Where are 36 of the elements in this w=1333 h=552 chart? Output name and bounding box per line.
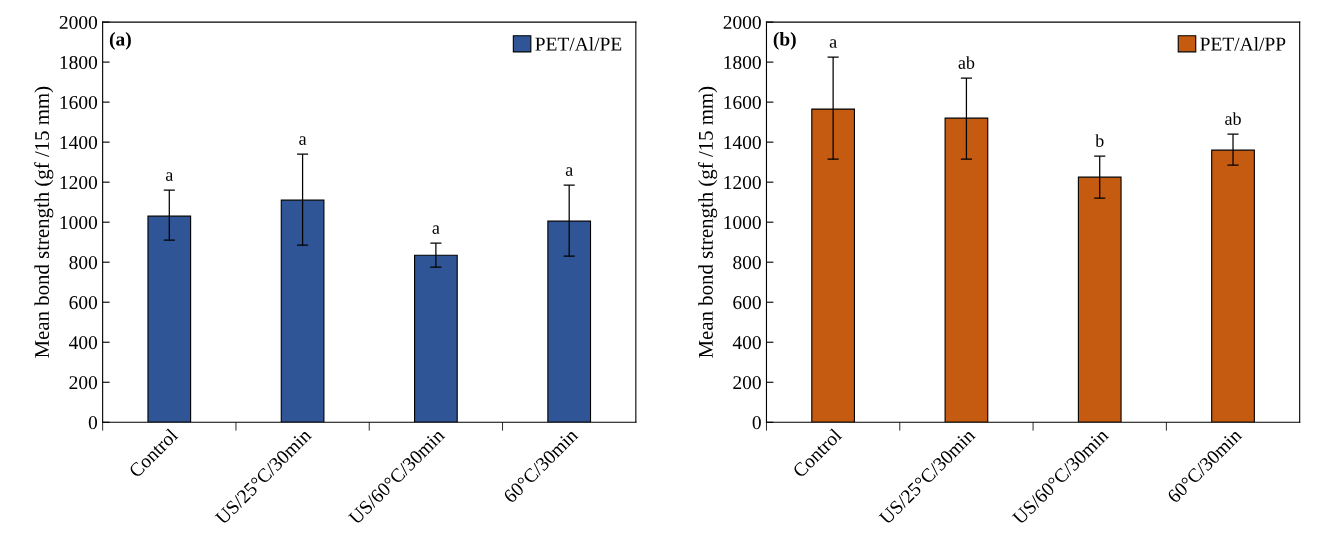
annotation: b (1095, 134, 1104, 147)
y-axis-title: Mean bond strength (gf /15 mm) (698, 86, 718, 358)
annotation: a (432, 225, 440, 234)
y-tick-label: 1000 (60, 216, 98, 230)
y-tick-label: 600 (69, 296, 98, 310)
y-tick-label: 1600 (724, 95, 761, 110)
y-tick-label: 800 (69, 256, 98, 270)
annotation: (a) (109, 32, 131, 50)
y-tick-label: 1000 (724, 216, 761, 230)
y-tick-label: 1400 (724, 135, 761, 150)
y-tick-label: 400 (732, 336, 761, 350)
y-tick-label: 1800 (60, 55, 98, 70)
legend-label: PET/Al/PP (1200, 36, 1286, 51)
legend-label: PET/Al/PE (535, 36, 622, 51)
y-tick-label: 0 (88, 416, 98, 430)
y-tick-label: 2000 (59, 15, 98, 30)
y-tick-label: 400 (68, 336, 98, 350)
y-tick-label: 1600 (60, 95, 98, 110)
annotation: a (829, 39, 837, 48)
annotation: (b) (773, 32, 796, 50)
annotation: a (165, 172, 174, 181)
y-tick-label: 2000 (723, 15, 761, 30)
annotation: ab (958, 56, 975, 69)
y-tick-label: 200 (733, 376, 761, 390)
annotation: a (299, 136, 307, 145)
y-axis-title: Mean bond strength (gf /15 mm) (34, 86, 54, 358)
annotation: a (565, 167, 573, 176)
y-tick-label: 200 (69, 376, 98, 390)
y-tick-label: 1400 (60, 135, 98, 150)
y-tick-label: 1200 (724, 175, 761, 190)
y-tick-label: 0 (752, 416, 761, 430)
annotation: ab (1225, 112, 1241, 125)
y-tick-label: 600 (733, 296, 761, 310)
y-tick-label: 800 (733, 256, 761, 270)
y-tick-label: 1800 (724, 55, 761, 70)
y-tick-label: 1200 (60, 175, 98, 190)
